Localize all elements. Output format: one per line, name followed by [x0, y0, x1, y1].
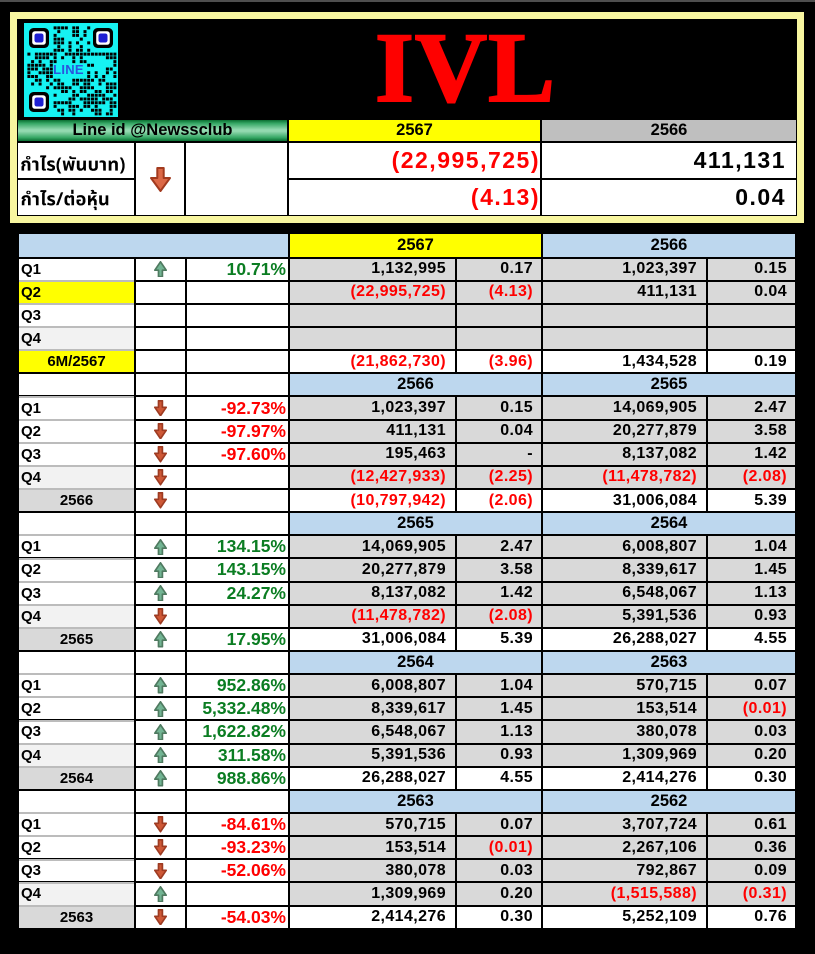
svg-text:LINE: LINE [53, 62, 84, 77]
